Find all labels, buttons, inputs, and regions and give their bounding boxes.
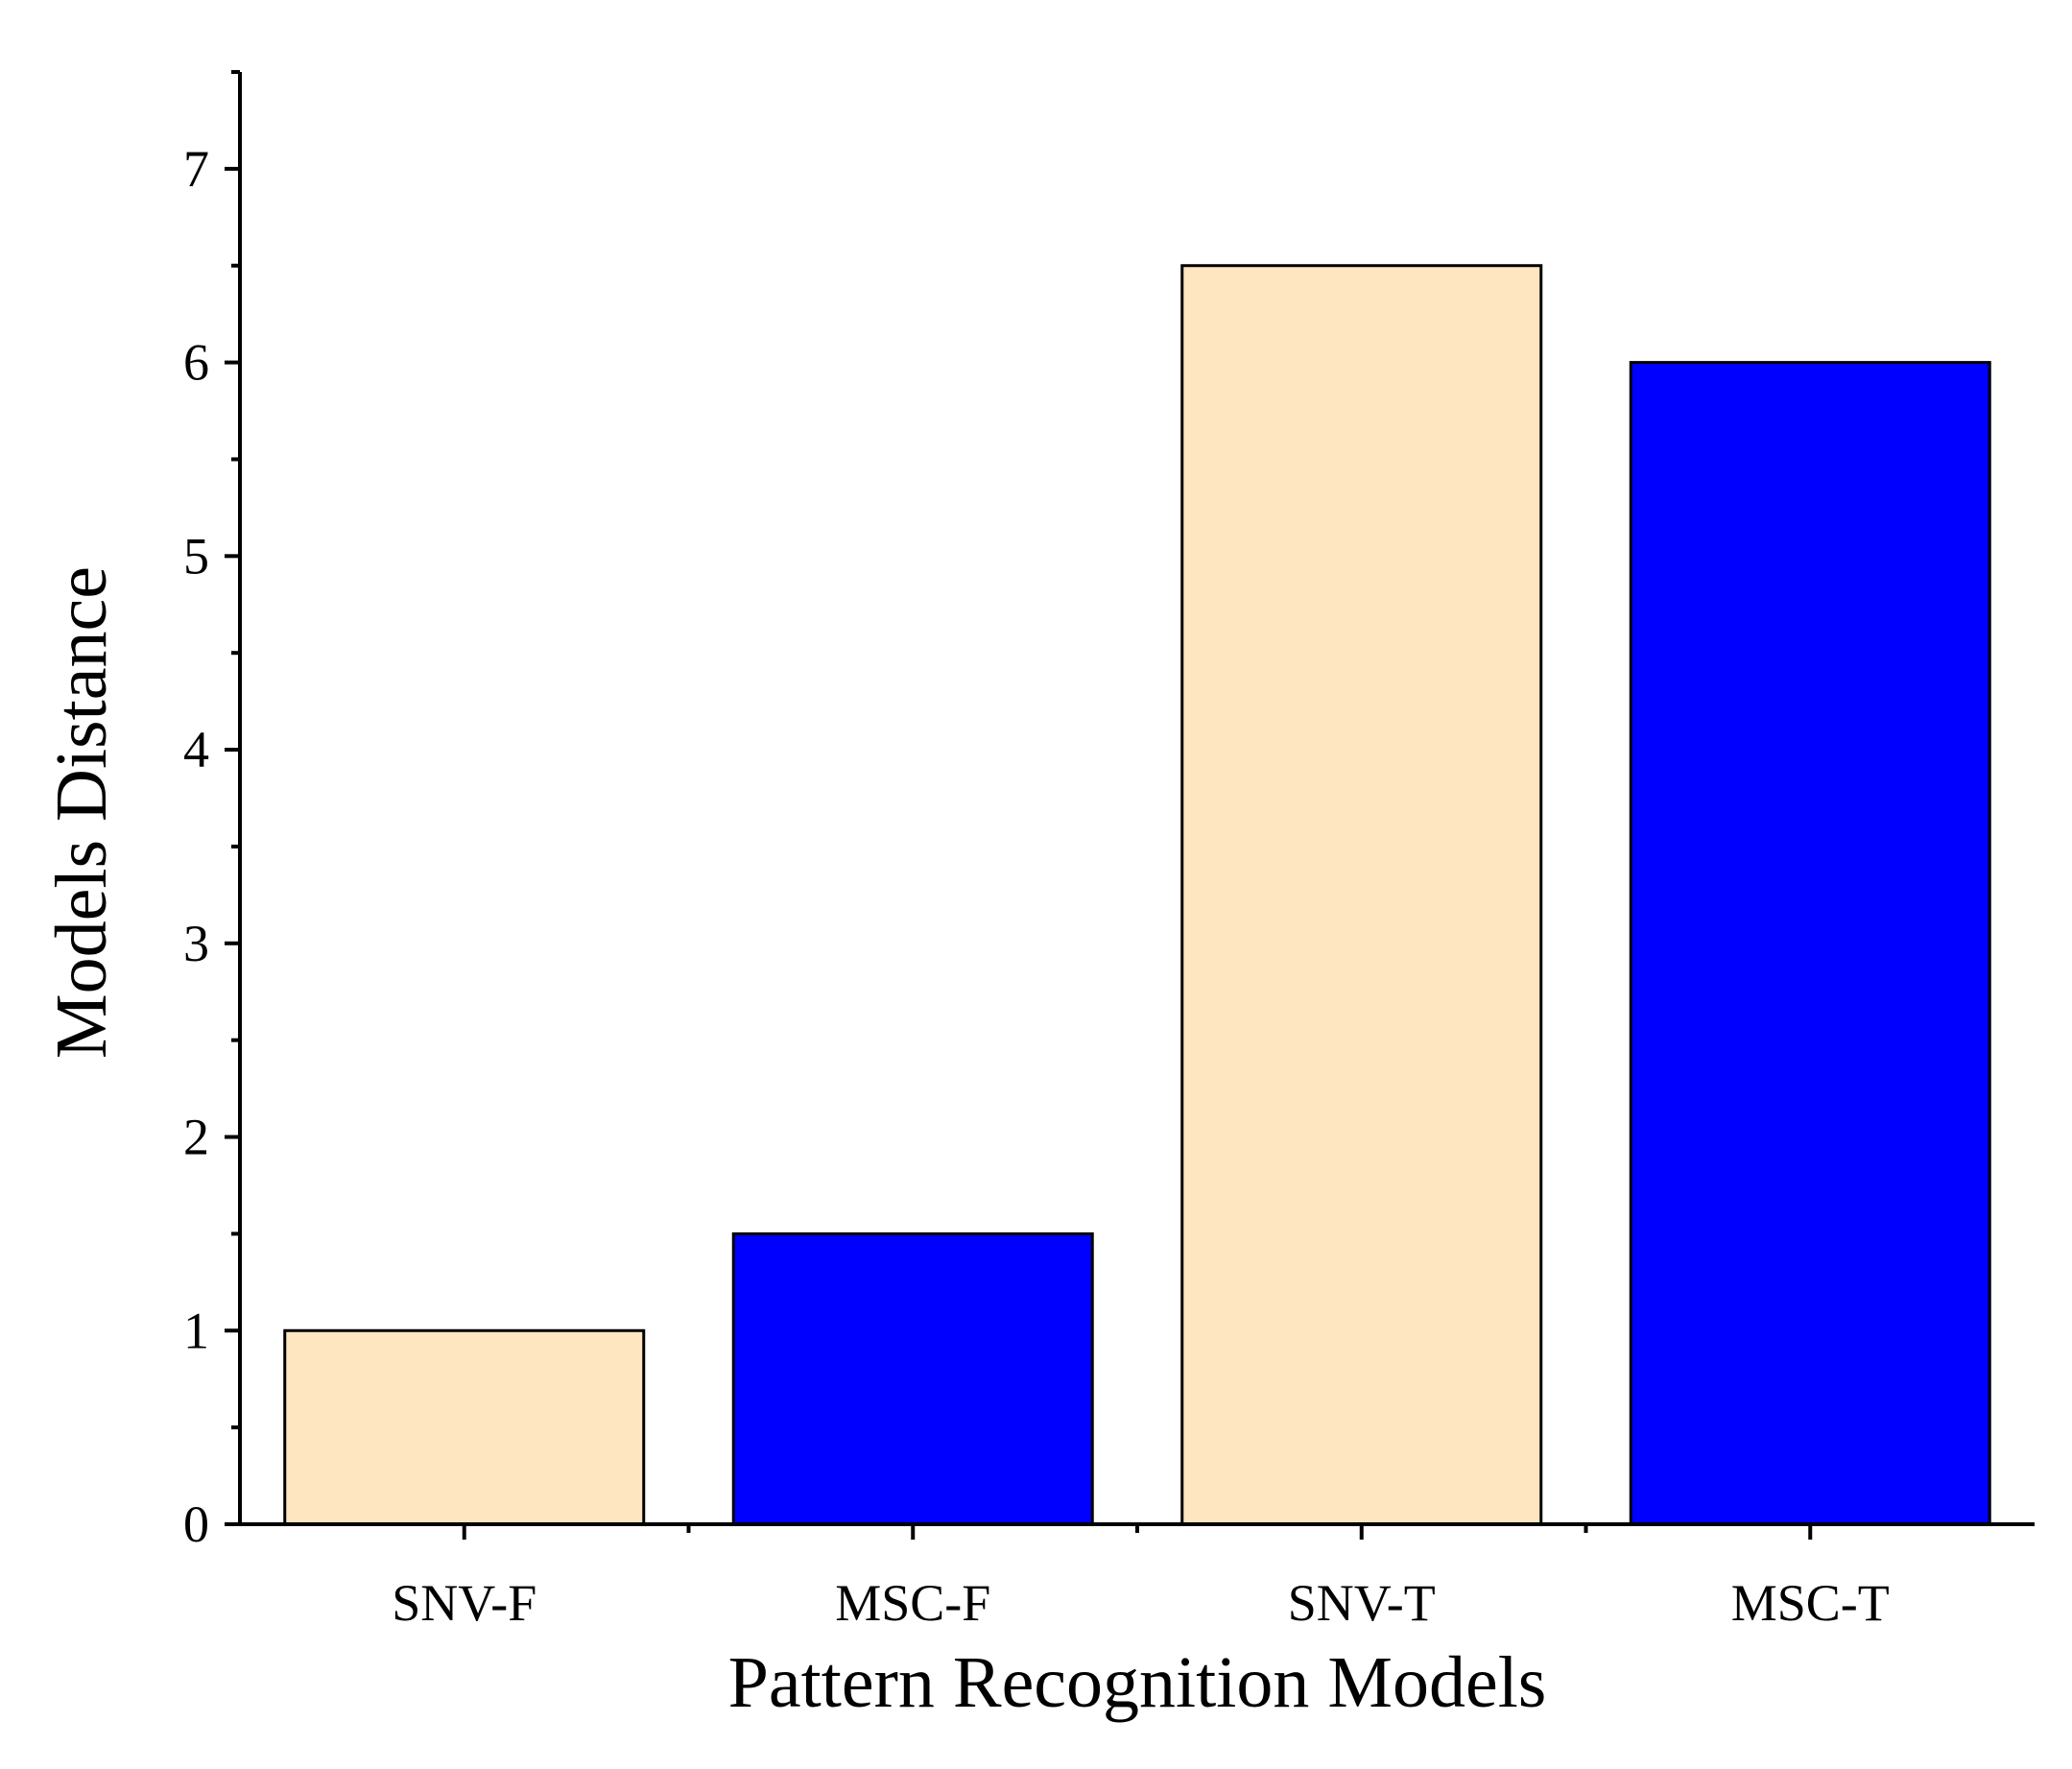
y-tick-label: 2	[183, 1109, 209, 1166]
y-tick-label: 5	[183, 527, 209, 585]
y-tick-label: 4	[183, 721, 209, 778]
x-axis: SNV-F MSC-F SNV-T MSC-T	[238, 1522, 2035, 1632]
y-tick-label: 3	[183, 915, 209, 972]
y-axis-title: Models Distance	[41, 566, 122, 1059]
y-tick-label: 0	[183, 1495, 209, 1553]
bars-group	[283, 264, 1991, 1526]
y-axis: 0 1 2 3 4 5 6 7	[183, 70, 242, 1553]
x-tick-label: MSC-T	[1731, 1574, 1890, 1632]
y-tick-label: 6	[183, 334, 209, 392]
x-tick-label: SNV-T	[1288, 1574, 1436, 1632]
bar-snv-f	[283, 1328, 646, 1526]
bar-msc-t	[1629, 361, 1991, 1526]
x-axis-title: Pattern Recognition Models	[728, 1642, 1547, 1723]
x-tick-label: MSC-F	[835, 1574, 990, 1632]
y-tick-label: 1	[183, 1302, 209, 1359]
x-tick-label: SNV-F	[392, 1574, 536, 1632]
y-tick-label: 7	[183, 140, 209, 198]
bar-msc-f	[731, 1231, 1094, 1526]
bar-snv-t	[1180, 264, 1543, 1526]
